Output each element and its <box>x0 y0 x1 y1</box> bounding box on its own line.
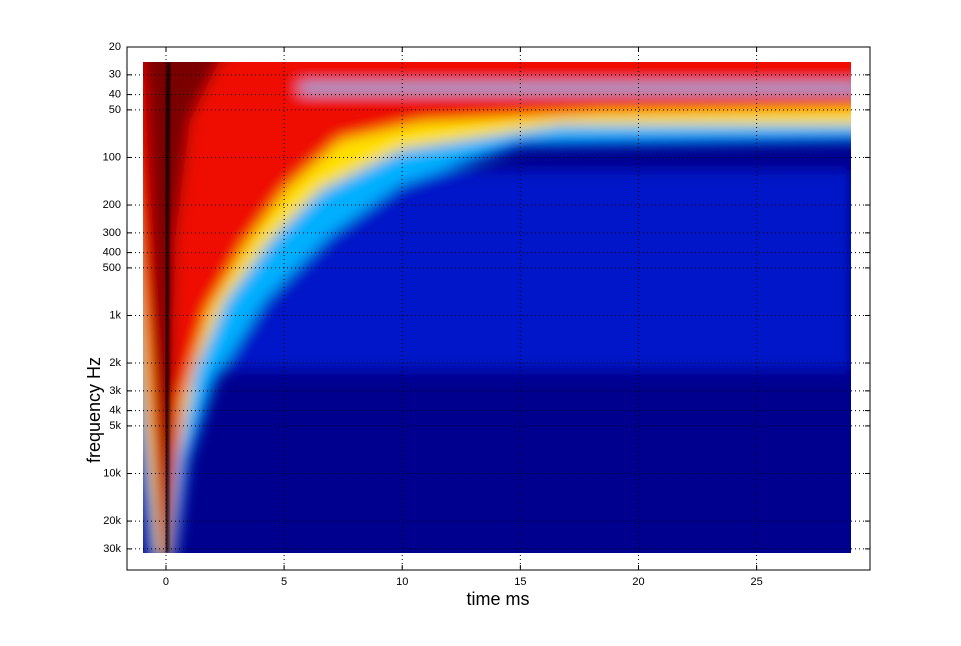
y-axis-label: frequency Hz <box>84 357 104 463</box>
y-tick-label: 2k <box>109 357 121 369</box>
y-tick-label: 100 <box>103 151 121 163</box>
y-tick-label: 4k <box>109 405 121 417</box>
spectrogram-image <box>143 62 851 553</box>
y-tick-label: 20 <box>109 41 121 53</box>
y-tick-label: 30k <box>103 543 121 555</box>
y-tick-label: 5k <box>109 420 121 432</box>
y-tick-label: 3k <box>109 385 121 397</box>
y-tick-label: 40 <box>109 88 121 100</box>
y-tick-label: 30 <box>109 69 121 81</box>
y-tick-label: 10k <box>103 467 121 479</box>
x-tick-label: 10 <box>396 576 408 588</box>
y-tick-label: 400 <box>103 246 121 258</box>
x-tick-label: 0 <box>163 576 169 588</box>
y-tick-label: 500 <box>103 262 121 274</box>
y-tick-label: 20k <box>103 515 121 527</box>
axes-box <box>126 46 871 571</box>
x-axis-label: time ms <box>467 589 530 609</box>
y-tick-label: 50 <box>109 104 121 116</box>
x-tick-label: 25 <box>750 576 762 588</box>
x-tick-label: 15 <box>514 576 526 588</box>
y-tick-label: 1k <box>109 309 121 321</box>
y-tick-label: 200 <box>103 199 121 211</box>
y-tick-label: 300 <box>103 227 121 239</box>
x-tick-label: 5 <box>281 576 287 588</box>
x-tick-label: 20 <box>632 576 644 588</box>
